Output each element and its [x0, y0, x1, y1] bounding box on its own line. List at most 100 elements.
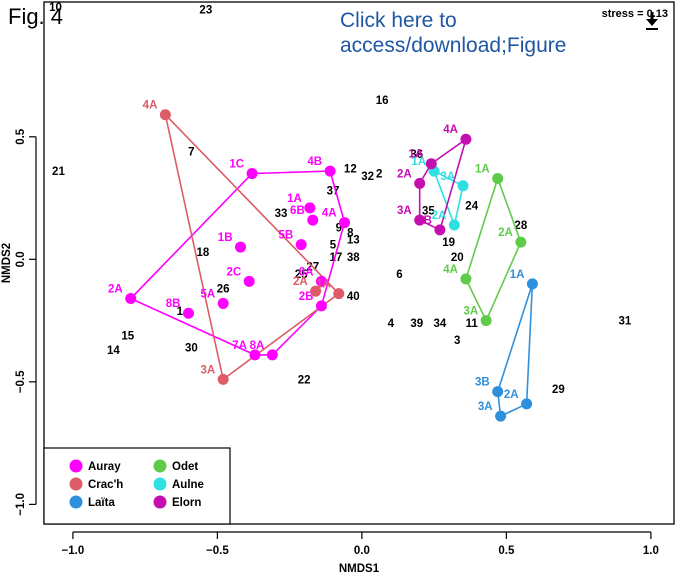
link-text-line-1: Click here to — [340, 9, 457, 32]
site-label: 2B — [299, 291, 314, 303]
legend-marker — [69, 459, 83, 473]
site-point — [324, 165, 336, 177]
site-point — [246, 168, 258, 180]
x-tick-label: −0.5 — [206, 545, 229, 557]
site-label: 1C — [229, 159, 244, 171]
site-point — [492, 172, 504, 184]
legend-marker — [153, 477, 167, 491]
site-label: 4A — [322, 208, 337, 220]
species-label: 40 — [347, 291, 360, 303]
species-label: 6 — [396, 269, 402, 281]
site-point — [315, 300, 327, 312]
site-label: 1A — [287, 193, 302, 205]
site-point — [295, 239, 307, 251]
site-point — [182, 307, 194, 319]
site-label: 3A — [397, 205, 412, 217]
x-axis-label: NMDS1 — [339, 563, 380, 575]
species-label: 38 — [347, 252, 360, 264]
legend-label: Odet — [172, 461, 198, 473]
site-label: 3B — [475, 377, 490, 389]
hull-auray — [129, 170, 346, 356]
x-tick-label: 1.0 — [643, 545, 659, 557]
site-point — [266, 349, 278, 361]
species-label: 2 — [376, 169, 382, 181]
site-point — [460, 273, 472, 285]
site-label: 1A — [411, 156, 426, 168]
species-label: 19 — [442, 237, 455, 249]
site-point — [480, 315, 492, 327]
site-point — [243, 275, 255, 287]
species-label: 21 — [52, 166, 65, 178]
site-label: 8B — [166, 298, 181, 310]
site-label: 4A — [443, 124, 458, 136]
link-text-line-2: access/download;Figure — [340, 34, 567, 57]
species-label: 26 — [217, 284, 230, 296]
species-label: 18 — [197, 247, 210, 259]
site-point — [521, 398, 533, 410]
species-label: 10 — [49, 2, 62, 14]
species-label: 12 — [344, 164, 357, 176]
download-figure-link[interactable]: Click here to access/download;Figure — [340, 8, 566, 58]
species-label: 22 — [298, 374, 311, 386]
site-point — [414, 214, 426, 226]
species-label: 8 — [347, 227, 354, 239]
species-label: 7 — [188, 146, 194, 158]
site-label: 8A — [250, 340, 265, 352]
species-label: 30 — [185, 343, 198, 355]
hull-crach — [163, 112, 340, 381]
site-label: 2C — [226, 266, 241, 278]
hull-aulne — [432, 169, 464, 228]
group-hulls — [129, 112, 534, 418]
site-label: 1A — [409, 149, 424, 161]
site-label: 4B — [307, 156, 322, 168]
species-label: 16 — [376, 95, 389, 107]
species-label: 9 — [336, 222, 342, 234]
stress-label: stress = 0.13 — [602, 8, 668, 20]
legend-marker — [153, 495, 167, 509]
species-labels: 1345678910111213141516171819202122232425… — [49, 2, 632, 396]
site-point — [307, 214, 319, 226]
species-label: 1 — [177, 306, 184, 318]
species-label: 36 — [410, 149, 423, 161]
site-label: 7A — [232, 340, 247, 352]
site-point — [310, 285, 322, 297]
site-label: 3A — [440, 171, 455, 183]
species-label: 3 — [454, 335, 460, 347]
site-point — [460, 133, 472, 145]
site-label: 2A — [504, 389, 519, 401]
site-point — [495, 410, 507, 422]
site-label: 4A — [143, 100, 158, 112]
plot-frame — [43, 1, 675, 525]
site-label: 3A — [200, 364, 215, 376]
species-label: 34 — [434, 318, 447, 330]
download-icon[interactable] — [645, 11, 659, 31]
site-point — [339, 217, 351, 229]
site-label: 2A — [498, 227, 513, 239]
species-label: 5 — [330, 240, 337, 252]
site-point — [515, 236, 527, 248]
species-label: 15 — [121, 330, 134, 342]
site-point — [425, 158, 437, 170]
site-point — [235, 241, 247, 253]
site-label: 6A — [299, 266, 314, 278]
legend: Auray Crac'h Laïta Odet Aulne Elorn — [43, 447, 231, 525]
species-label: 20 — [451, 252, 464, 264]
site-point — [492, 386, 504, 398]
site-label: 2A — [397, 168, 412, 180]
site-point — [217, 373, 229, 385]
legend-label: Elorn — [172, 497, 201, 509]
site-label: 5B — [278, 230, 293, 242]
site-point — [414, 177, 426, 189]
site-point — [249, 349, 261, 361]
species-label: 23 — [199, 4, 212, 16]
species-label: 25 — [295, 269, 308, 281]
species-label: 4 — [388, 318, 395, 330]
species-label: 29 — [552, 384, 565, 396]
species-label: 35 — [422, 205, 435, 217]
x-tick-label: 0.0 — [354, 545, 370, 557]
species-label: 39 — [410, 318, 423, 330]
site-label: 1A — [510, 269, 525, 281]
site-label: 2A — [108, 284, 123, 296]
